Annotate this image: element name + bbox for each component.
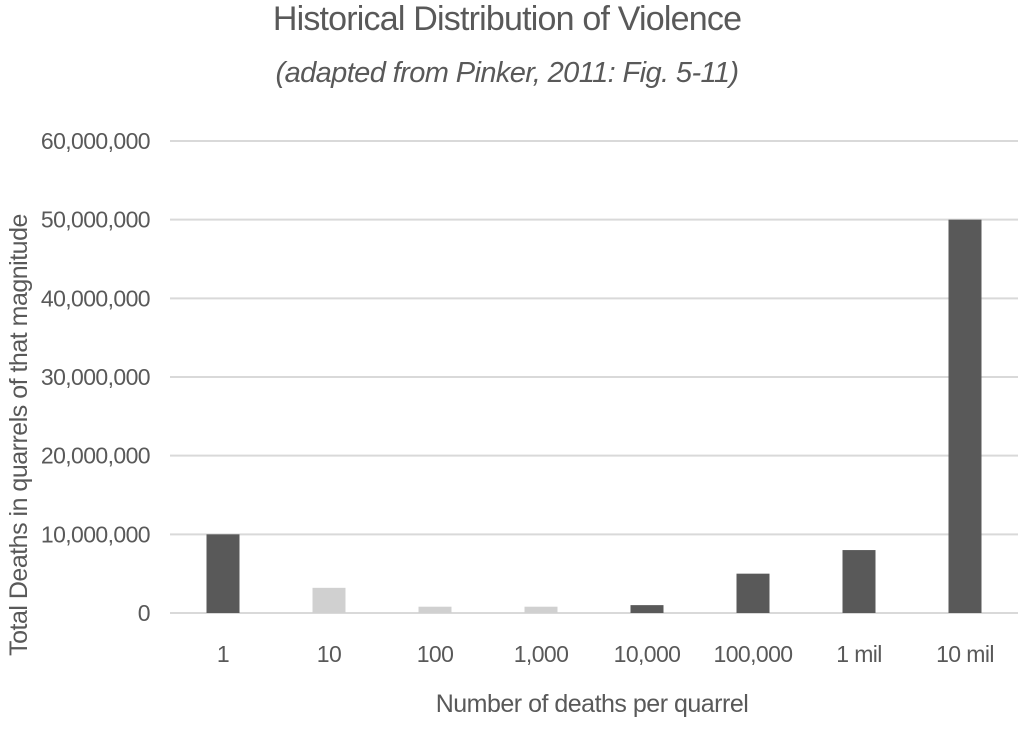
x-axis-tick-labels: 1 10 100 1,000 10,000 100,000 1 mil 10 mil xyxy=(217,641,995,667)
bar-0 xyxy=(206,534,240,613)
chart-subtitle: (adapted from Pinker, 2011: Fig. 5-11) xyxy=(276,57,739,89)
x-tick-label-0: 1 xyxy=(217,641,229,667)
bar-1 xyxy=(312,587,346,613)
chart-title: Historical Distribution of Violence xyxy=(273,0,741,38)
x-tick-label-5: 100,000 xyxy=(714,641,793,667)
x-tick-label-4: 10,000 xyxy=(614,641,681,667)
y-tick-label-0: 0 xyxy=(138,600,150,626)
bar-7 xyxy=(948,219,982,613)
y-tick-label-6: 60,000,000 xyxy=(41,128,150,154)
bar-5 xyxy=(736,573,770,613)
x-axis-title: Number of deaths per quarrel xyxy=(436,690,749,718)
y-tick-label-5: 50,000,000 xyxy=(41,207,150,233)
bar-6 xyxy=(842,550,876,613)
x-tick-label-7: 10 mil xyxy=(936,641,994,667)
x-tick-label-6: 1 mil xyxy=(836,641,882,667)
y-tick-label-4: 40,000,000 xyxy=(41,285,150,311)
y-axis-title: Total Deaths in quarrels of that magnitu… xyxy=(5,214,33,656)
x-tick-label-1: 10 xyxy=(317,641,341,667)
bars xyxy=(206,219,982,613)
x-tick-label-2: 100 xyxy=(417,641,454,667)
y-tick-label-3: 30,000,000 xyxy=(41,364,150,390)
y-axis-tick-labels: 0 10,000,000 20,000,000 30,000,000 40,000,00… xyxy=(41,128,151,626)
bar-4 xyxy=(630,605,664,613)
y-tick-label-1: 10,000,000 xyxy=(41,521,150,547)
bar-2 xyxy=(418,606,452,613)
gridlines xyxy=(170,140,1018,614)
x-tick-label-3: 1,000 xyxy=(514,641,569,667)
bar-3 xyxy=(524,606,558,613)
y-tick-label-2: 20,000,000 xyxy=(41,443,150,469)
